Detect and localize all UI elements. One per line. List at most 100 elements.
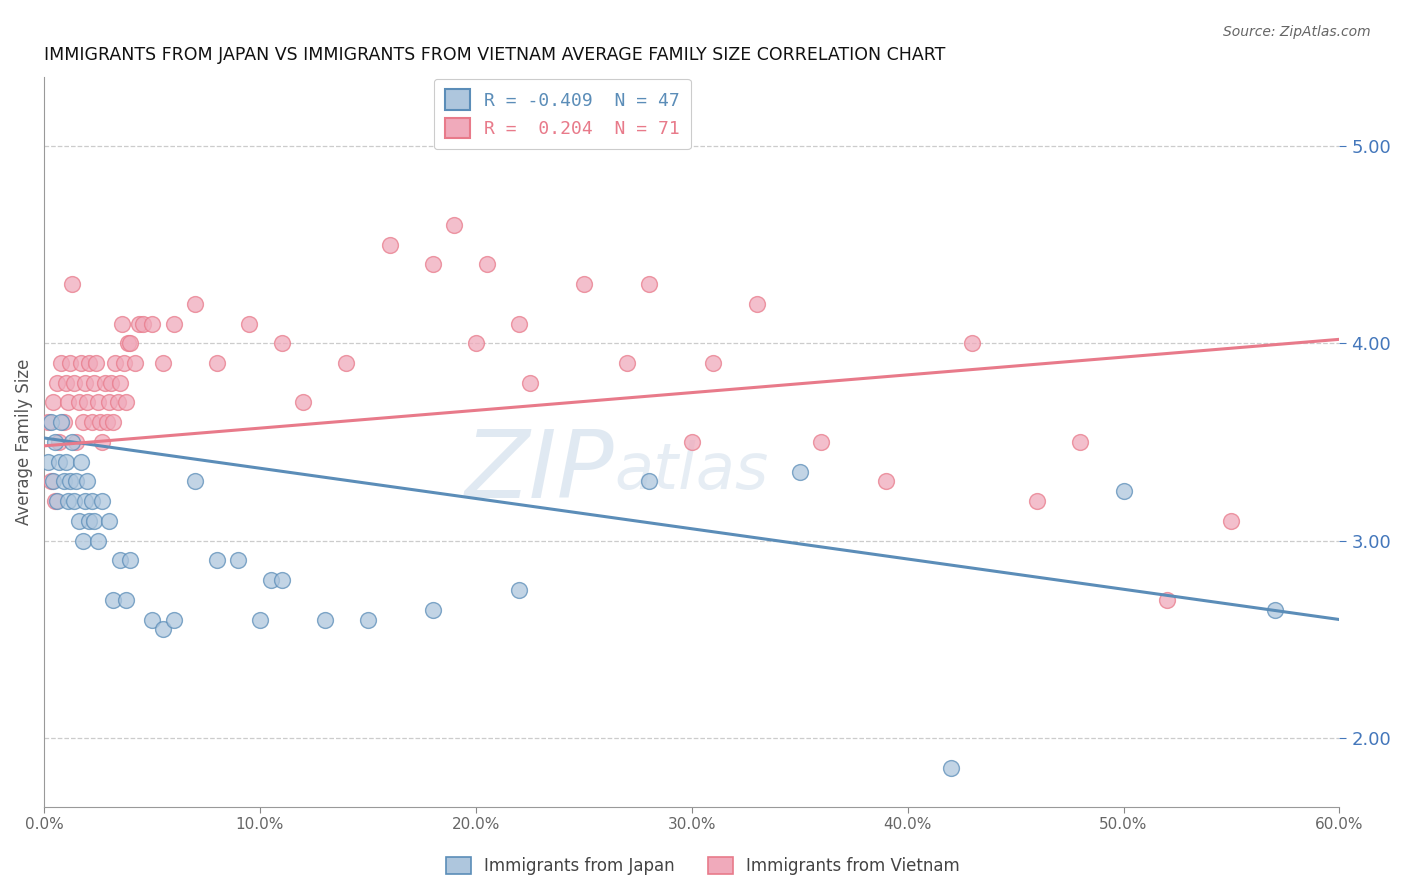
Point xyxy=(163,317,186,331)
Point xyxy=(810,434,832,449)
Point xyxy=(205,553,228,567)
Point xyxy=(91,494,114,508)
Point xyxy=(42,395,65,409)
Point xyxy=(44,434,66,449)
Point xyxy=(108,553,131,567)
Point xyxy=(107,395,129,409)
Point xyxy=(115,592,138,607)
Point xyxy=(59,356,82,370)
Point xyxy=(378,237,401,252)
Point xyxy=(184,475,207,489)
Point xyxy=(128,317,150,331)
Point xyxy=(120,553,142,567)
Point xyxy=(65,475,87,489)
Point xyxy=(39,475,62,489)
Point xyxy=(46,376,69,390)
Point xyxy=(141,613,163,627)
Point xyxy=(79,514,101,528)
Point xyxy=(443,218,465,232)
Point xyxy=(75,376,97,390)
Point xyxy=(1220,514,1243,528)
Point xyxy=(508,317,530,331)
Point xyxy=(104,356,127,370)
Point xyxy=(46,494,69,508)
Point xyxy=(37,455,59,469)
Point xyxy=(117,336,139,351)
Text: IMMIGRANTS FROM JAPAN VS IMMIGRANTS FROM VIETNAM AVERAGE FAMILY SIZE CORRELATION: IMMIGRANTS FROM JAPAN VS IMMIGRANTS FROM… xyxy=(44,46,945,64)
Point xyxy=(572,277,595,291)
Point xyxy=(97,514,120,528)
Text: ZIP: ZIP xyxy=(464,425,614,516)
Point xyxy=(100,376,122,390)
Point xyxy=(48,455,70,469)
Point xyxy=(475,257,498,271)
Point xyxy=(83,514,105,528)
Text: atlas: atlas xyxy=(614,440,768,502)
Point xyxy=(163,613,186,627)
Point xyxy=(132,317,155,331)
Point xyxy=(292,395,315,409)
Point xyxy=(39,415,62,429)
Point xyxy=(141,317,163,331)
Point xyxy=(42,475,65,489)
Point xyxy=(249,613,271,627)
Point xyxy=(79,356,101,370)
Point xyxy=(63,376,86,390)
Point xyxy=(108,376,131,390)
Point xyxy=(260,573,283,587)
Point xyxy=(745,297,768,311)
Legend: R = -0.409  N = 47, R =  0.204  N = 71: R = -0.409 N = 47, R = 0.204 N = 71 xyxy=(433,78,690,149)
Point xyxy=(87,395,110,409)
Point xyxy=(69,356,91,370)
Point xyxy=(60,434,83,449)
Point xyxy=(37,415,59,429)
Point xyxy=(55,376,77,390)
Point xyxy=(637,475,659,489)
Point xyxy=(51,356,73,370)
Point xyxy=(67,514,90,528)
Point xyxy=(91,434,114,449)
Point xyxy=(1112,484,1135,499)
Point xyxy=(939,760,962,774)
Point xyxy=(152,356,174,370)
Point xyxy=(55,455,77,469)
Point xyxy=(96,415,118,429)
Point xyxy=(67,395,90,409)
Point xyxy=(103,592,125,607)
Point xyxy=(80,415,103,429)
Point xyxy=(1026,494,1049,508)
Point xyxy=(83,376,105,390)
Point xyxy=(1069,434,1091,449)
Point xyxy=(60,277,83,291)
Point xyxy=(103,415,125,429)
Y-axis label: Average Family Size: Average Family Size xyxy=(15,359,32,525)
Point xyxy=(112,356,135,370)
Point xyxy=(637,277,659,291)
Point xyxy=(93,376,115,390)
Point xyxy=(44,494,66,508)
Point xyxy=(69,455,91,469)
Point xyxy=(120,336,142,351)
Point xyxy=(115,395,138,409)
Legend: Immigrants from Japan, Immigrants from Vietnam: Immigrants from Japan, Immigrants from V… xyxy=(437,849,969,884)
Point xyxy=(97,395,120,409)
Point xyxy=(702,356,724,370)
Point xyxy=(681,434,703,449)
Point xyxy=(84,356,107,370)
Point xyxy=(508,582,530,597)
Point xyxy=(111,317,134,331)
Point xyxy=(89,415,111,429)
Point xyxy=(52,475,75,489)
Point xyxy=(270,573,292,587)
Point xyxy=(72,533,94,548)
Point xyxy=(75,494,97,508)
Point xyxy=(1264,602,1286,616)
Point xyxy=(72,415,94,429)
Point xyxy=(962,336,984,351)
Point xyxy=(789,465,811,479)
Point xyxy=(48,434,70,449)
Point xyxy=(464,336,486,351)
Point xyxy=(422,602,444,616)
Point xyxy=(87,533,110,548)
Point xyxy=(56,395,79,409)
